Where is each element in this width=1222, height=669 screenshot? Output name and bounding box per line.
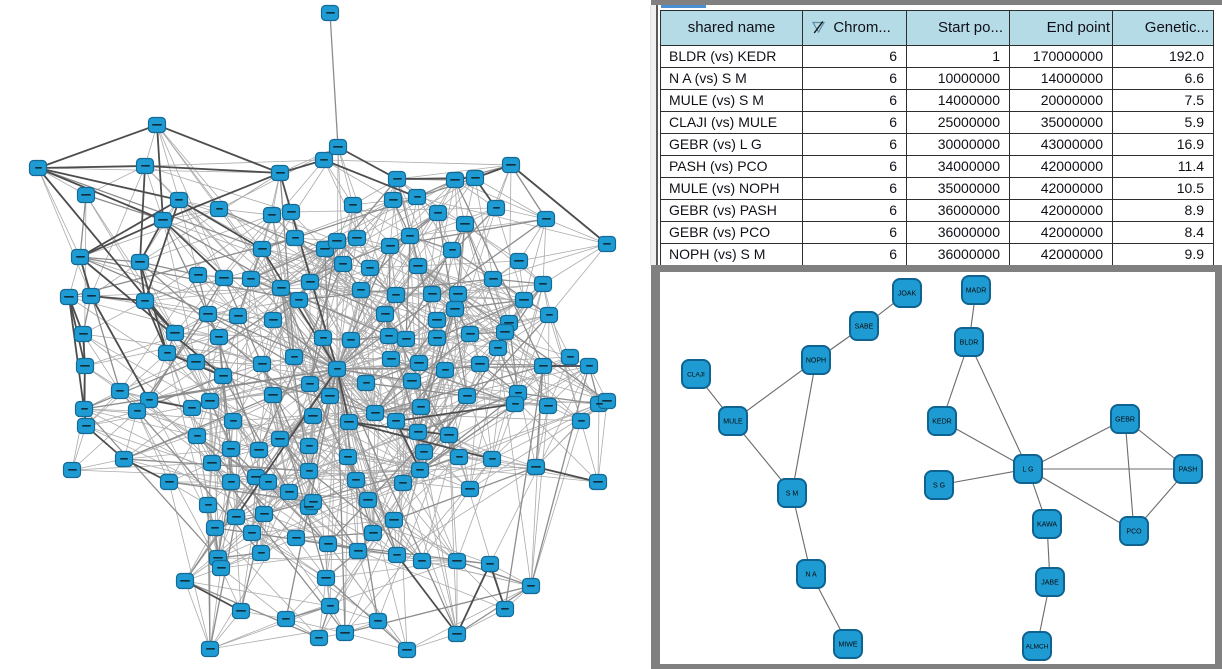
- svg-text:BLDR: BLDR: [960, 340, 979, 347]
- svg-text:GEBR: GEBR: [1115, 417, 1135, 424]
- svg-text:KEDR: KEDR: [932, 419, 951, 426]
- svg-text:CLAJI: CLAJI: [687, 372, 705, 379]
- svg-text:S M: S M: [786, 491, 799, 498]
- svg-text:KAWA: KAWA: [1037, 522, 1057, 529]
- svg-text:PCO: PCO: [1126, 529, 1142, 536]
- svg-text:N A: N A: [805, 572, 817, 579]
- svg-text:ALMCH: ALMCH: [1026, 644, 1049, 651]
- svg-text:MIWE: MIWE: [838, 642, 857, 649]
- svg-text:S G: S G: [933, 483, 945, 490]
- svg-text:PASH: PASH: [1179, 467, 1198, 474]
- svg-text:NOPH: NOPH: [806, 358, 826, 365]
- svg-text:MADR: MADR: [966, 288, 987, 295]
- svg-text:L G: L G: [1022, 467, 1033, 474]
- svg-text:SABE: SABE: [855, 324, 874, 331]
- svg-text:MULE: MULE: [723, 419, 743, 426]
- svg-text:JABE: JABE: [1041, 580, 1059, 587]
- svg-text:JOAK: JOAK: [898, 291, 917, 298]
